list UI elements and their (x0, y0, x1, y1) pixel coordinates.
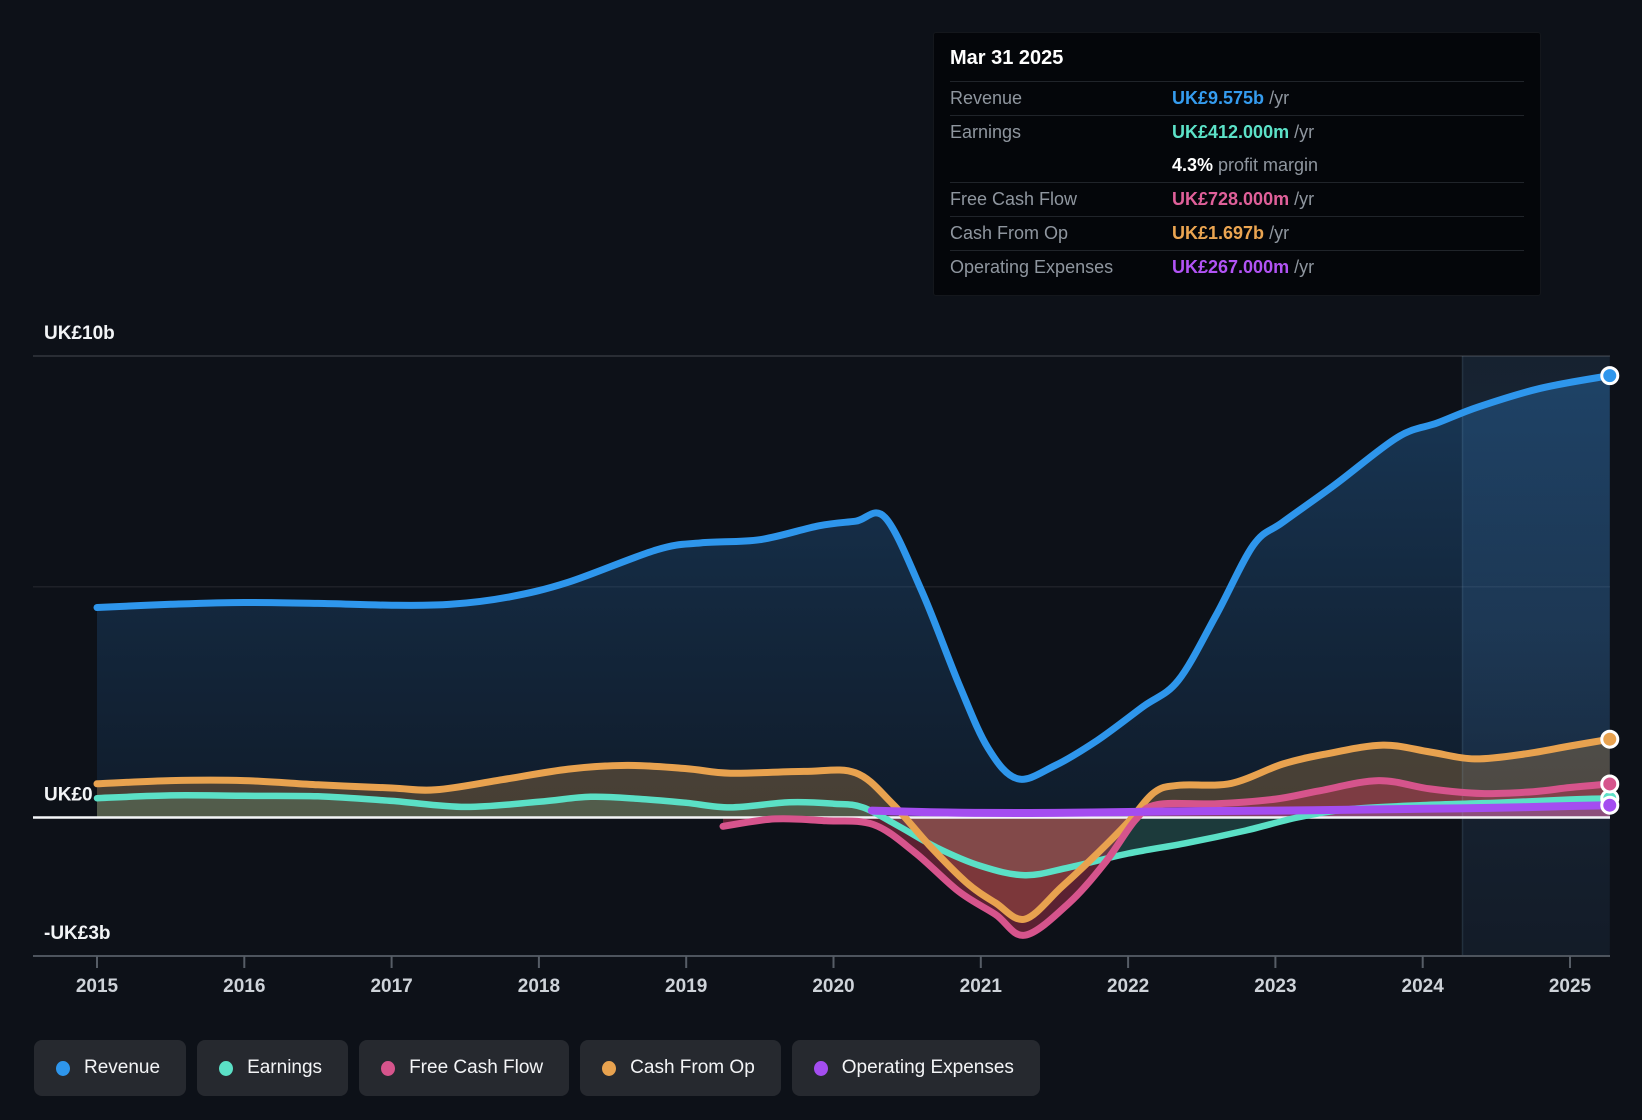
x-axis-label: 2018 (518, 976, 560, 997)
x-axis-label: 2022 (1107, 976, 1149, 997)
legend-item-operating-expenses[interactable]: Operating Expenses (791, 1040, 1040, 1096)
x-axis-label: 2021 (960, 976, 1003, 997)
x-axis-label: 2015 (76, 976, 119, 997)
x-axis-label: 2016 (223, 976, 265, 997)
tooltip-row-revenue: Revenue UK£9.575b /yr (950, 82, 1524, 116)
tooltip-row-profit-margin: 4.3% profit margin (950, 149, 1524, 183)
tooltip-value-free-cash-flow: UK£728.000m (1172, 189, 1290, 209)
cash-from-op-end-marker (1600, 729, 1620, 749)
tooltip-label: Operating Expenses (950, 257, 1114, 277)
earnings-dot-icon (219, 1060, 234, 1076)
tooltip-row-free-cash-flow: Free Cash Flow UK£728.000m /yr (950, 183, 1524, 217)
tooltip-suffix: /yr (1294, 257, 1315, 277)
free-cash-flow-end-marker (1600, 774, 1620, 794)
free-cash-flow-area (723, 780, 1610, 936)
y-axis-label: -UK£3b (44, 923, 111, 944)
operating-expenses-line (867, 801, 1614, 818)
legend-item-free-cash-flow[interactable]: Free Cash Flow (359, 1040, 570, 1096)
legend-item-revenue[interactable]: Revenue (34, 1040, 187, 1096)
tooltip-value-revenue: UK£9.575b (1172, 88, 1265, 108)
tooltip-row-cash-from-op: Cash From Op UK£1.697b /yr (950, 217, 1524, 251)
tooltip-label: Earnings (950, 122, 1022, 142)
tooltip-value-earnings: UK£412.000m (1172, 122, 1290, 142)
x-axis-label: 2019 (665, 976, 707, 997)
y-axis-label: UK£0 (44, 785, 93, 806)
legend-item-earnings[interactable]: Earnings (197, 1040, 349, 1096)
tooltip-value-operating-expenses: UK£267.000m (1172, 257, 1290, 277)
operating-expenses-end-marker (1600, 795, 1620, 815)
revenue-dot-icon (56, 1060, 70, 1076)
tooltip-label: Revenue (950, 88, 1023, 108)
cash-from-op-line (93, 735, 1614, 923)
legend-label: Free Cash Flow (409, 1057, 544, 1078)
legend-item-cash-from-op[interactable]: Cash From Op (580, 1040, 781, 1096)
legend-label: Operating Expenses (841, 1057, 1014, 1078)
y-axis-label: UK£10b (44, 323, 115, 344)
x-axis-label: 2025 (1549, 976, 1592, 997)
legend-label: Earnings (247, 1057, 323, 1078)
free-cash-flow-line (719, 777, 1614, 939)
revenue-area (97, 375, 1610, 818)
revenue-line (93, 372, 1614, 783)
x-axis-label: 2024 (1402, 976, 1445, 997)
revenue-end-marker (1600, 366, 1620, 386)
operating-expenses-dot-icon (813, 1060, 828, 1076)
x-axis-label: 2017 (370, 976, 412, 997)
profit-margin-value: 4.3% (1172, 155, 1214, 175)
tooltip-row-operating-expenses: Operating Expenses UK£267.000m /yr (950, 251, 1524, 284)
earnings-area (97, 795, 1610, 876)
tooltip-value-cash-from-op: UK£1.697b (1172, 223, 1265, 243)
x-axis-label: 2023 (1254, 976, 1296, 997)
legend-label: Cash From Op (630, 1057, 755, 1078)
chart-legend: Revenue Earnings Free Cash Flow Cash Fro… (34, 1040, 1040, 1096)
tooltip-suffix: /yr (1269, 223, 1290, 243)
tooltip-suffix: /yr (1294, 122, 1315, 142)
tooltip-date: Mar 31 2025 (950, 37, 1524, 82)
chart-tooltip: Mar 31 2025 Revenue UK£9.575b /yr Earnin… (933, 32, 1541, 296)
free-cash-flow-dot-icon (381, 1060, 396, 1076)
tooltip-row-earnings: Earnings UK£412.000m /yr (950, 116, 1524, 149)
tooltip-suffix: /yr (1294, 189, 1315, 209)
tooltip-suffix: /yr (1269, 88, 1290, 108)
cash-from-op-dot-icon (602, 1060, 617, 1076)
tooltip-label: Cash From Op (950, 223, 1069, 243)
profit-margin-text: profit margin (1218, 155, 1319, 175)
x-axis-label: 2020 (812, 976, 854, 997)
legend-label: Revenue (84, 1057, 161, 1078)
tooltip-label: Free Cash Flow (950, 189, 1078, 209)
